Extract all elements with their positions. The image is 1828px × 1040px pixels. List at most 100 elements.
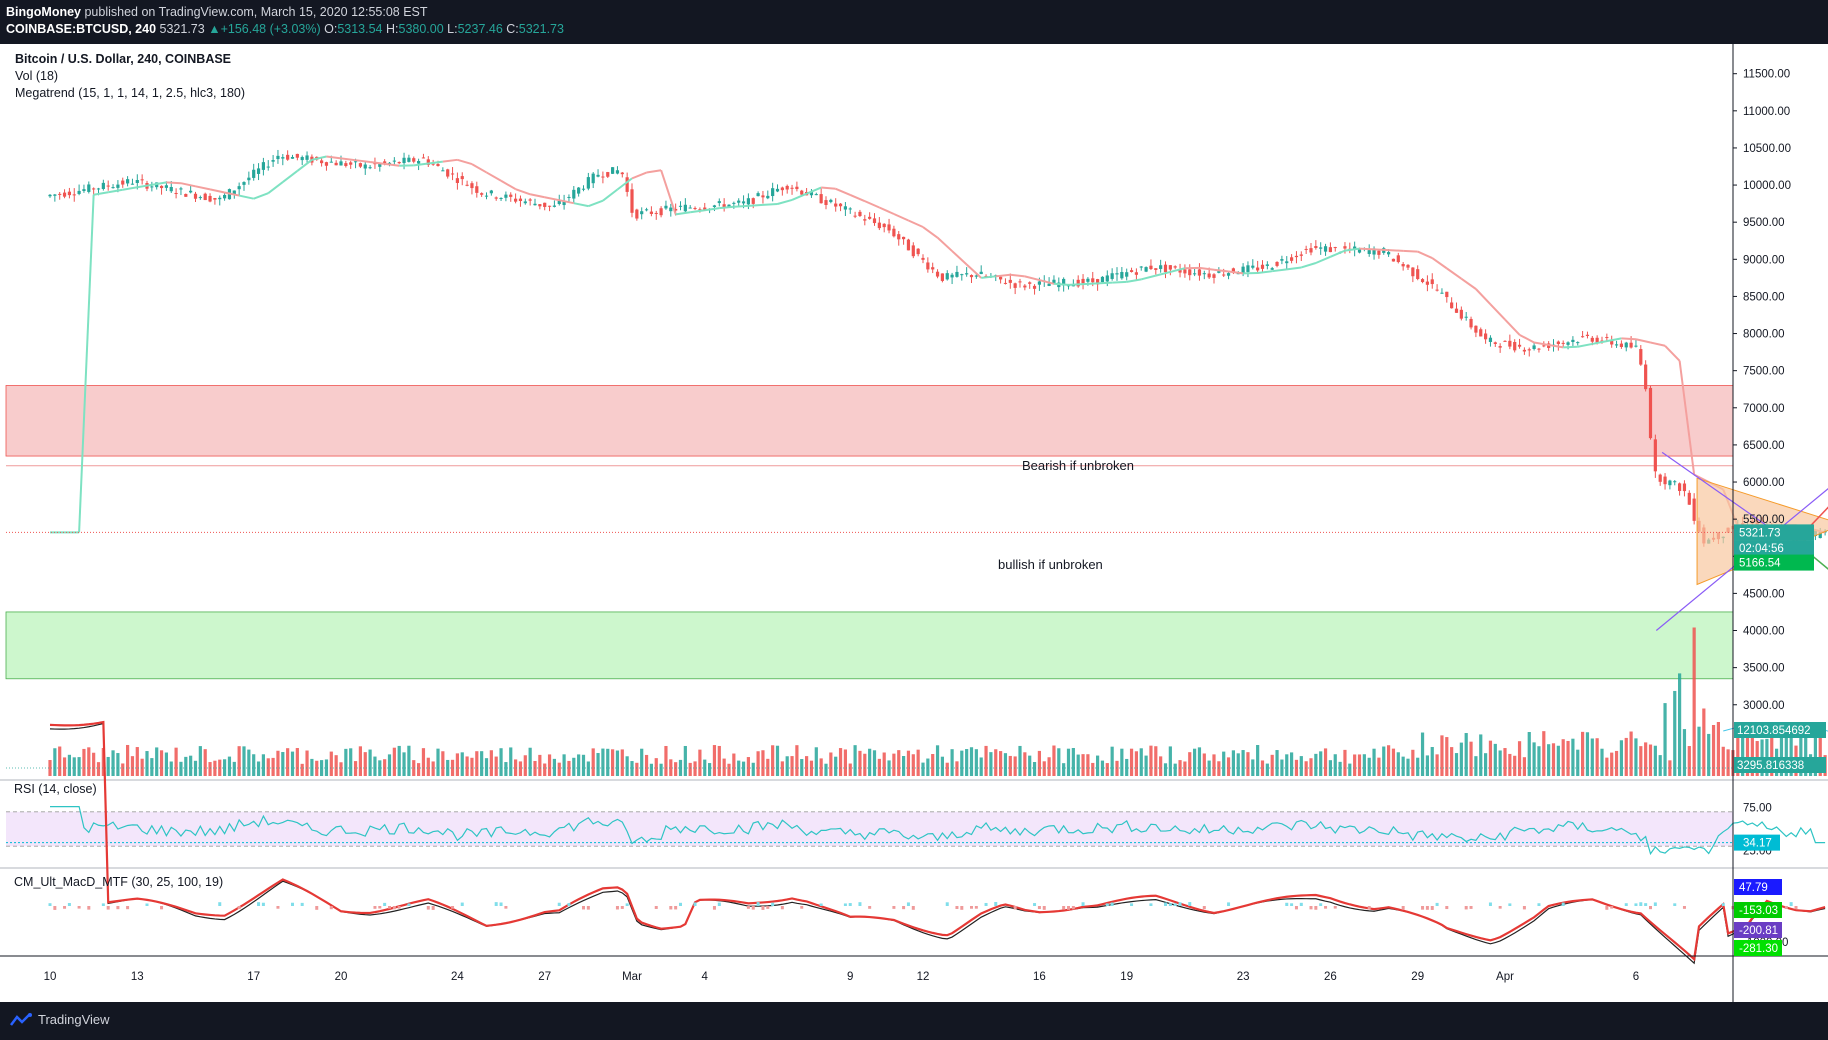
volume-bar[interactable] [572, 757, 576, 776]
candle-body[interactable] [1372, 248, 1376, 255]
candle-body[interactable] [858, 211, 862, 216]
candle-body[interactable] [1425, 281, 1429, 285]
candle-body[interactable] [1430, 279, 1434, 285]
volume-bar[interactable] [67, 754, 71, 776]
candle-body[interactable] [392, 160, 396, 162]
volume-bar[interactable] [868, 748, 872, 776]
candle-body[interactable] [581, 188, 586, 190]
candle-body[interactable] [654, 212, 658, 214]
candle-body[interactable] [58, 193, 62, 195]
volume-bar[interactable] [431, 761, 435, 776]
candle-body[interactable] [688, 207, 692, 209]
candle-body[interactable] [1479, 329, 1483, 337]
volume-bar[interactable] [902, 755, 906, 776]
volume-bar[interactable] [489, 750, 493, 776]
volume-bar[interactable] [1818, 726, 1822, 776]
candle-body[interactable] [1653, 439, 1657, 472]
volume-bar[interactable] [640, 748, 644, 776]
volume-bar[interactable] [295, 748, 299, 776]
candle-body[interactable] [290, 156, 295, 159]
volume-bar[interactable] [1678, 673, 1682, 776]
candle-body[interactable] [547, 205, 552, 207]
candle-body[interactable] [1008, 279, 1012, 283]
volume-bar[interactable] [1120, 748, 1124, 776]
candle-body[interactable] [1440, 292, 1444, 294]
volume-bar[interactable] [1183, 761, 1187, 776]
candle-body[interactable] [126, 179, 130, 184]
volume-bar[interactable] [732, 753, 736, 776]
chart-canvas[interactable]: Bearish if unbroken bullish if unbroken RS… [0, 44, 1828, 1002]
volume-bar[interactable] [266, 758, 270, 776]
volume-bar[interactable] [130, 756, 135, 776]
volume-bar[interactable] [1551, 743, 1556, 776]
volume-bar[interactable] [1454, 753, 1459, 776]
volume-bar[interactable] [184, 756, 188, 776]
candle-body[interactable] [334, 162, 338, 166]
volume-bar[interactable] [596, 753, 600, 776]
volume-bar[interactable] [1163, 763, 1168, 776]
candle-body[interactable] [150, 186, 154, 188]
volume-bar[interactable] [785, 756, 789, 776]
candle-body[interactable] [528, 199, 532, 201]
candle-body[interactable] [882, 223, 886, 228]
candle-body[interactable] [1668, 480, 1672, 486]
volume-bar[interactable] [547, 754, 552, 776]
candle-body[interactable] [324, 162, 329, 166]
volume-bar[interactable] [678, 759, 683, 776]
candle-body[interactable] [1561, 342, 1565, 344]
candle-body[interactable] [441, 170, 445, 172]
candle-body[interactable] [504, 194, 508, 198]
volume-bar[interactable] [169, 761, 173, 776]
candle-body[interactable] [164, 185, 168, 188]
candle-body[interactable] [62, 192, 67, 197]
candle-body[interactable] [1498, 346, 1502, 348]
volume-bar[interactable] [412, 760, 416, 776]
volume-bar[interactable] [62, 757, 67, 776]
candle-body[interactable] [761, 195, 765, 198]
candle-body[interactable] [271, 160, 275, 162]
candle-body[interactable] [353, 161, 358, 163]
candle-body[interactable] [378, 163, 382, 167]
volume-bar[interactable] [756, 751, 760, 776]
candle-body[interactable] [329, 161, 333, 163]
candle-body[interactable] [480, 193, 484, 195]
volume-bar[interactable] [242, 746, 246, 776]
volume-bar[interactable] [1532, 742, 1536, 776]
candle-body[interactable] [916, 248, 920, 255]
candle-body[interactable] [1081, 278, 1085, 284]
candle-body[interactable] [518, 198, 523, 202]
volume-bar[interactable] [1197, 747, 1202, 776]
candle-body[interactable] [140, 179, 144, 181]
candle-body[interactable] [625, 177, 629, 192]
volume-bar[interactable] [450, 759, 455, 776]
volume-bar[interactable] [1387, 745, 1391, 776]
volume-bar[interactable] [1624, 737, 1628, 776]
candle-body[interactable] [834, 203, 838, 207]
volume-bar[interactable] [1028, 755, 1032, 776]
candle-body[interactable] [92, 188, 96, 190]
candle-body[interactable] [446, 169, 450, 177]
volume-bar[interactable] [111, 750, 115, 776]
volume-bar[interactable] [824, 763, 828, 776]
volume-bar[interactable] [1450, 747, 1454, 776]
candle-body[interactable] [780, 187, 784, 191]
volume-bar[interactable] [659, 763, 663, 776]
candle-body[interactable] [1367, 250, 1371, 254]
legend-title[interactable]: Bitcoin / U.S. Dollar, 240, COINBASE [15, 52, 232, 66]
volume-bar[interactable] [1304, 761, 1308, 776]
volume-bar[interactable] [630, 761, 634, 776]
volume-bar[interactable] [1018, 745, 1022, 776]
candle-body[interactable] [67, 191, 71, 196]
volume-bar[interactable] [1217, 761, 1221, 776]
volume-bar[interactable] [460, 752, 464, 776]
volume-bar[interactable] [1585, 732, 1590, 776]
volume-bar[interactable] [984, 745, 988, 776]
volume-bar[interactable] [611, 749, 615, 776]
volume-bar[interactable] [1222, 751, 1226, 776]
candle-body[interactable] [921, 257, 925, 260]
volume-bar[interactable] [174, 747, 178, 776]
volume-bar[interactable] [1149, 745, 1153, 776]
volume-bar[interactable] [1042, 761, 1046, 776]
candle-body[interactable] [1280, 259, 1284, 261]
volume-bar[interactable] [1484, 753, 1488, 776]
